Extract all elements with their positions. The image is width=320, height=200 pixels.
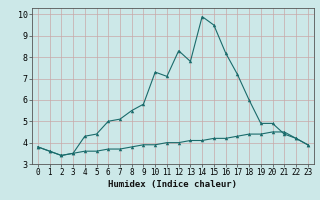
X-axis label: Humidex (Indice chaleur): Humidex (Indice chaleur) xyxy=(108,180,237,189)
